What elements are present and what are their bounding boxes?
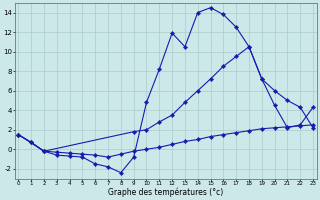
X-axis label: Graphe des températures (°c): Graphe des températures (°c) bbox=[108, 188, 223, 197]
